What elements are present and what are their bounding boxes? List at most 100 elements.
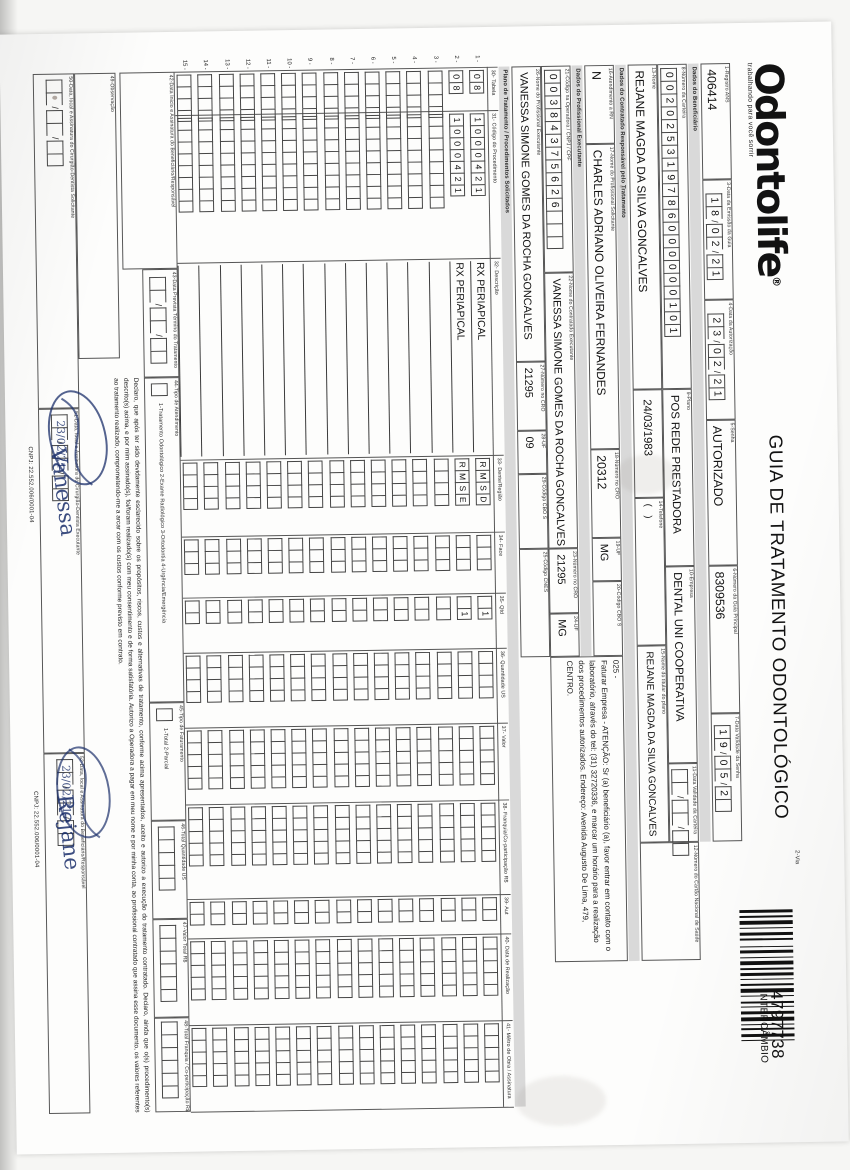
comb-digit-cell[interactable] xyxy=(260,116,276,129)
comb-digit-cell[interactable] xyxy=(158,851,176,866)
comb-digit-cell[interactable]: R xyxy=(454,458,470,471)
comb-digit-cell[interactable] xyxy=(294,951,310,964)
comb-digit-cell[interactable] xyxy=(304,198,319,211)
comb-digit-cell[interactable] xyxy=(220,188,236,201)
comb-digit-cell[interactable] xyxy=(441,960,457,973)
comb-digit-cell[interactable] xyxy=(396,738,411,751)
comb-digit-cell[interactable] xyxy=(312,728,328,741)
comb-digit-cell[interactable] xyxy=(269,677,285,690)
table-cell-numeric[interactable] xyxy=(228,729,245,790)
table-row[interactable] xyxy=(323,115,340,211)
table-cell-numeric[interactable] xyxy=(294,939,311,999)
comb-digit-cell[interactable] xyxy=(245,485,261,498)
table-cell-qtd[interactable] xyxy=(205,600,222,624)
table-cell-numeric[interactable] xyxy=(421,1024,438,1084)
comb-digit-cell[interactable] xyxy=(309,549,325,562)
comb-digit-cell[interactable] xyxy=(439,838,455,851)
comb-digit-cell[interactable] xyxy=(190,952,206,966)
comb-digit-cell[interactable] xyxy=(414,608,430,621)
comb-digit-cell[interactable] xyxy=(229,741,244,754)
comb-digit-cell[interactable] xyxy=(438,761,454,774)
comb-digit-cell[interactable] xyxy=(483,983,499,996)
table-cell-qtd[interactable] xyxy=(268,599,284,623)
comb-digit-cell[interactable]: 7 xyxy=(661,183,679,197)
comb-digit-cell[interactable] xyxy=(366,162,382,175)
comb-digit-cell[interactable] xyxy=(370,459,386,472)
comb-digit-cell[interactable] xyxy=(324,186,340,199)
comb-digit-cell[interactable] xyxy=(176,86,192,99)
comb-digit-cell[interactable] xyxy=(230,830,246,843)
comb-digit-cell[interactable] xyxy=(365,95,380,108)
table-cell-dente[interactable] xyxy=(182,462,199,511)
comb-digit-cell[interactable] xyxy=(345,197,361,210)
comb-digit-cell[interactable] xyxy=(248,654,264,667)
comb-digit-cell[interactable] xyxy=(371,536,387,549)
comb-digit-cell[interactable] xyxy=(302,72,317,85)
comb-digit-cell[interactable] xyxy=(393,559,409,572)
comb-digit-cell[interactable] xyxy=(338,1049,354,1062)
comb-digit-cell[interactable] xyxy=(240,152,256,165)
comb-digit-cell[interactable] xyxy=(461,897,477,910)
comb-digit-cell[interactable] xyxy=(478,662,494,675)
comb-digit-cell[interactable] xyxy=(190,964,206,977)
comb-digit-cell[interactable] xyxy=(336,911,352,924)
comb-digit-cell[interactable] xyxy=(434,535,450,548)
comb-digit-cell[interactable] xyxy=(241,199,257,212)
comb-digit-cell[interactable] xyxy=(198,117,214,130)
comb-digit-cell[interactable] xyxy=(296,1073,312,1086)
comb-digit-cell[interactable] xyxy=(399,961,415,974)
comb-digit-cell[interactable] xyxy=(271,776,287,789)
table-cell-numeric[interactable] xyxy=(437,726,454,786)
comb-digit-cell[interactable] xyxy=(427,82,443,95)
comb-digit-cell[interactable] xyxy=(415,651,431,664)
comb-digit-cell[interactable] xyxy=(482,948,498,961)
comb-digit-cell[interactable] xyxy=(274,951,290,964)
comb-digit-cell[interactable] xyxy=(392,482,407,495)
comb-digit-cell[interactable] xyxy=(267,538,283,551)
comb-digit-cell[interactable] xyxy=(479,749,495,762)
comb-digit-cell[interactable] xyxy=(315,939,331,952)
comb-digit-cell[interactable] xyxy=(267,549,283,562)
comb-digit-cell[interactable]: 1 xyxy=(713,725,731,739)
comb-digit-cell[interactable] xyxy=(377,898,393,911)
comb-digit-cell[interactable] xyxy=(463,1070,479,1083)
comb-digit-cell[interactable] xyxy=(205,562,221,575)
table-cell-qtd[interactable] xyxy=(352,597,368,622)
comb-digit-cell[interactable] xyxy=(198,152,214,165)
comb-digit-cell[interactable] xyxy=(428,137,444,150)
comb-digit-cell[interactable] xyxy=(226,611,242,624)
comb-digit-cell[interactable] xyxy=(324,198,340,211)
comb-digit-cell[interactable] xyxy=(187,777,203,790)
table-cell-dente[interactable] xyxy=(391,459,408,507)
comb-digit-cell[interactable] xyxy=(478,674,494,687)
comb-digit-cell[interactable] xyxy=(273,912,289,925)
comb-digit-cell[interactable] xyxy=(230,818,246,831)
comb-digit-cell[interactable]: 0 xyxy=(660,80,678,94)
comb-digit-cell[interactable] xyxy=(408,196,424,209)
comb-digit-cell[interactable] xyxy=(374,688,390,701)
comb-digit-cell[interactable] xyxy=(189,913,205,926)
comb-digit-cell[interactable] xyxy=(303,186,319,199)
comb-digit-cell[interactable]: 0 xyxy=(662,221,680,235)
table-cell-numeric[interactable] xyxy=(397,803,413,864)
table-cell-numeric[interactable] xyxy=(254,1026,271,1087)
table-cell-dente[interactable] xyxy=(412,458,429,507)
comb-digit-cell[interactable] xyxy=(352,652,368,665)
comb-digit-cell[interactable] xyxy=(191,1039,207,1052)
comb-digit-cell[interactable] xyxy=(351,560,367,573)
comb-digit-cell[interactable] xyxy=(269,666,285,679)
comb-digit-cell[interactable] xyxy=(350,471,366,484)
table-cell-numeric[interactable] xyxy=(420,937,436,997)
comb-digit-cell[interactable] xyxy=(332,688,348,701)
comb-digit-cell[interactable] xyxy=(250,776,266,789)
comb-digit-cell[interactable] xyxy=(393,608,409,621)
comb-digit-cell[interactable] xyxy=(161,1034,179,1048)
comb-digit-cell[interactable] xyxy=(251,841,267,854)
comb-digit-cell[interactable] xyxy=(187,765,203,778)
comb-digit-cell[interactable] xyxy=(292,776,308,789)
comb-digit-cell[interactable] xyxy=(282,187,298,200)
comb-digit-cell[interactable] xyxy=(478,686,494,699)
field-47-comb[interactable] xyxy=(159,924,178,1002)
